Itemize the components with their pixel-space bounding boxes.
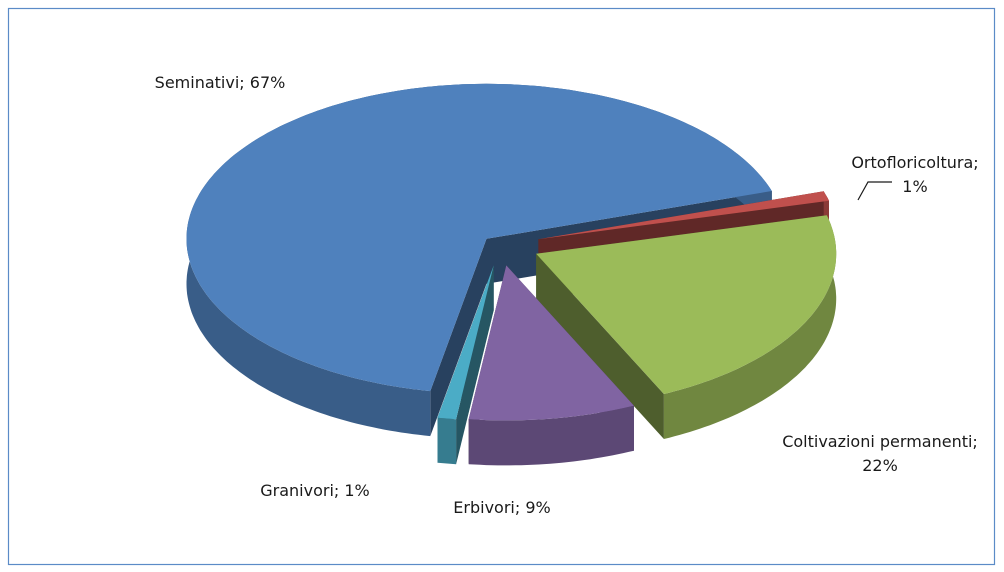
data-label: Coltivazioni permanenti; 22% (782, 432, 978, 475)
slice (468, 265, 634, 421)
slice-side (536, 253, 664, 439)
slice-wall (663, 215, 837, 439)
data-label-line: Coltivazioni permanenti; (782, 432, 978, 451)
data-label: Granivori; 1% (260, 481, 370, 500)
data-label-line: 22% (862, 456, 898, 475)
data-label-line: 1% (902, 177, 927, 196)
data-label: Seminativi; 67% (155, 73, 286, 92)
data-label: Ortofloricoltura; 1% (851, 153, 978, 196)
data-label-line: Ortofloricoltura; (851, 153, 978, 172)
slice (437, 265, 494, 420)
leader-line (857, 181, 892, 201)
slice (536, 215, 837, 394)
slice-side (430, 238, 487, 437)
slice-wall (468, 405, 634, 466)
slice (186, 83, 772, 392)
slice-wall (437, 417, 457, 465)
slice (538, 191, 829, 240)
data-label: Erbivori; 9% (453, 498, 550, 517)
